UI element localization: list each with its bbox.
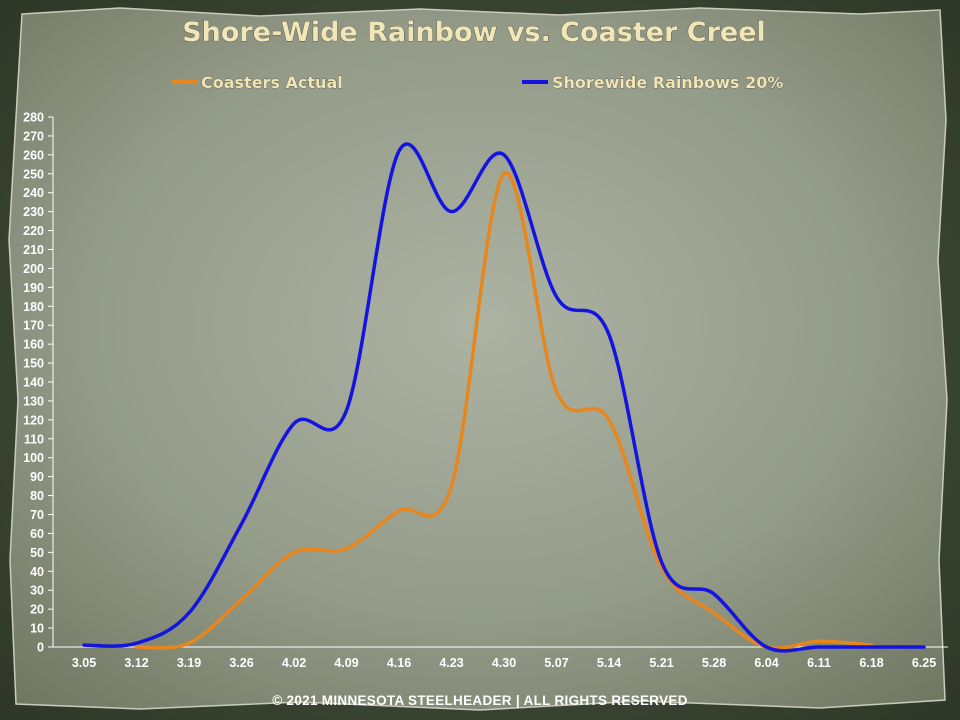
x-tick-label: 3.12: [124, 656, 148, 670]
x-tick-label: 6.25: [912, 656, 936, 670]
x-tick-label: 3.05: [72, 656, 96, 670]
paper-panel: [8, 7, 948, 711]
legend-item-coasters: Coasters Actual: [172, 73, 343, 92]
y-tick-label: 160: [23, 338, 44, 352]
y-tick-label: 170: [23, 319, 44, 333]
y-tick-label: 180: [23, 300, 44, 314]
x-tick-label: 4.30: [492, 656, 516, 670]
x-tick-label: 5.07: [544, 656, 568, 670]
series-lines: [82, 142, 926, 653]
chart-title: Shore-Wide Rainbow vs. Coaster Creel: [182, 17, 766, 48]
series-line-coasters-actual: [134, 171, 874, 650]
y-tick-label: 280: [23, 111, 44, 125]
copyright-footer: © 2021 MINNESOTA STEELHEADER | ALL RIGHT…: [272, 693, 688, 708]
legend: Coasters Actual Shorewide Rainbows 20%: [172, 73, 784, 92]
y-tick-label: 80: [30, 489, 44, 503]
y-tick-label: 0: [37, 641, 44, 655]
x-tick-label: 4.09: [334, 656, 358, 670]
y-tick-label: 210: [23, 243, 44, 257]
x-tick-label: 5.14: [597, 656, 621, 670]
legend-label-coasters: Coasters Actual: [201, 73, 343, 92]
y-tick-label: 100: [23, 451, 44, 465]
y-tick-label: 120: [23, 413, 44, 427]
y-tick-label: 60: [30, 527, 44, 541]
y-tick-label: 240: [23, 186, 44, 200]
y-tick-label: 270: [23, 129, 44, 143]
x-tick-label: 6.04: [754, 656, 778, 670]
x-tick-label: 4.23: [439, 656, 463, 670]
x-tick-label: 4.02: [282, 656, 306, 670]
legend-item-shorewide: Shorewide Rainbows 20%: [522, 73, 784, 92]
y-tick-label: 130: [23, 394, 44, 408]
y-tick-label: 200: [23, 262, 44, 276]
plot-area: 0 10 20 30 40 50 60 70 80 90 100 110 120 130 140 150 160…: [23, 111, 948, 670]
y-tick-label: 90: [30, 470, 44, 484]
y-tick-label: 70: [30, 508, 44, 522]
x-tick-label: 5.21: [649, 656, 673, 670]
x-tick-label: 6.11: [807, 656, 831, 670]
series-line-shorewide-rainbows: [82, 142, 926, 653]
y-tick-label: 50: [30, 546, 44, 560]
y-tick-label: 220: [23, 224, 44, 238]
y-tick-label: 30: [30, 584, 44, 598]
y-tick-label: 110: [24, 432, 44, 446]
y-tick-label: 250: [23, 167, 44, 181]
x-axis-ticks: 3.05 3.12 3.19 3.26 4.02 4.09 4.16 4.23 4.30 5.07…: [72, 656, 936, 670]
y-tick-label: 40: [30, 565, 44, 579]
y-tick-label: 260: [23, 148, 44, 162]
y-tick-label: 150: [23, 357, 44, 371]
x-tick-label: 3.19: [177, 656, 201, 670]
y-tick-label: 10: [30, 622, 44, 636]
x-tick-label: 3.26: [229, 656, 253, 670]
y-tick-label: 140: [23, 376, 44, 390]
y-tick-label: 190: [23, 281, 44, 295]
x-tick-label: 5.28: [702, 656, 726, 670]
y-tick-label: 20: [30, 603, 44, 617]
legend-label-shorewide: Shorewide Rainbows 20%: [552, 73, 783, 92]
x-tick-label: 6.18: [859, 656, 883, 670]
y-axis-ticks: 0 10 20 30 40 50 60 70 80 90 100 110 120 130 140 150 160…: [23, 111, 53, 655]
y-tick-label: 230: [23, 205, 44, 219]
x-tick-label: 4.16: [387, 656, 411, 670]
